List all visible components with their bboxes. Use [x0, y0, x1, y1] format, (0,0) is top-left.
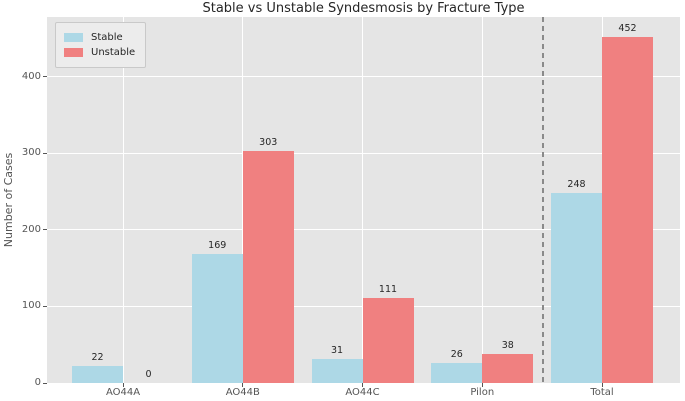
v-gridline	[362, 17, 363, 383]
bar-stable-ao44b	[191, 253, 243, 383]
bar-value-label: 31	[330, 345, 344, 357]
y-tick-label: 400	[21, 70, 41, 82]
bar-stable-ao44a	[72, 366, 123, 383]
y-tick-mark	[43, 305, 47, 307]
x-tick-mark	[601, 383, 603, 387]
bar-unstable-ao44b	[242, 151, 294, 383]
bar-unstable-total	[602, 36, 653, 383]
legend-label-stable: Stable	[91, 32, 123, 43]
y-tick-label: 0	[34, 377, 41, 388]
bar-unstable-pilon	[482, 353, 534, 383]
bar-value-label: 38	[501, 339, 514, 351]
legend-label-unstable: Unstable	[91, 47, 136, 58]
bar-value-label: 22	[91, 352, 104, 364]
legend-item-stable: Stable	[64, 31, 135, 44]
x-tick-mark	[362, 383, 363, 387]
v-gridline	[481, 17, 483, 383]
legend: Stable Unstable	[55, 22, 147, 68]
bar-stable-total	[551, 193, 602, 383]
legend-swatch-unstable	[64, 48, 83, 57]
bar-value-label: 169	[208, 239, 227, 251]
x-tick-mark	[122, 383, 124, 387]
x-tick-mark	[481, 383, 483, 387]
x-tick-mark	[242, 383, 244, 387]
y-tick-label: 300	[21, 147, 41, 159]
x-tick-label-ao44c: AO44C	[345, 387, 380, 398]
y-tick-label: 200	[21, 223, 41, 235]
bar-unstable-ao44c	[362, 298, 414, 383]
y-tick-mark	[43, 382, 47, 384]
legend-swatch-stable	[64, 33, 83, 42]
bar-value-label: 0	[145, 369, 152, 380]
separator-dashed-line	[542, 17, 544, 383]
plot-area: 22 169 31 26 248 0 303 111 38 452 Stable Unstable	[47, 17, 680, 383]
x-tick-label-pilon: Pilon	[470, 387, 495, 398]
h-gridline	[47, 229, 680, 231]
h-gridline	[47, 76, 680, 78]
legend-item-unstable: Unstable	[64, 46, 135, 59]
x-tick-label-ao44b: AO44B	[225, 387, 260, 398]
bar-stable-ao44c	[311, 359, 363, 383]
y-tick-mark	[43, 229, 47, 231]
bar-value-label: 248	[567, 179, 586, 191]
h-gridline	[47, 152, 680, 154]
bar-value-label: 303	[259, 137, 278, 148]
bar-value-label: 111	[378, 284, 398, 296]
chart-title: Stable vs Unstable Syndesmosis by Fractu…	[202, 1, 525, 16]
x-tick-label-ao44a: AO44A	[105, 387, 141, 398]
y-tick-mark	[43, 152, 47, 154]
y-tick-label: 100	[21, 300, 41, 312]
y-tick-mark	[43, 76, 47, 78]
v-gridline	[122, 17, 124, 383]
bar-value-label: 452	[618, 22, 637, 34]
x-tick-label-total: Total	[590, 387, 614, 398]
bar-stable-pilon	[431, 363, 483, 383]
bar-value-label: 26	[450, 349, 463, 361]
